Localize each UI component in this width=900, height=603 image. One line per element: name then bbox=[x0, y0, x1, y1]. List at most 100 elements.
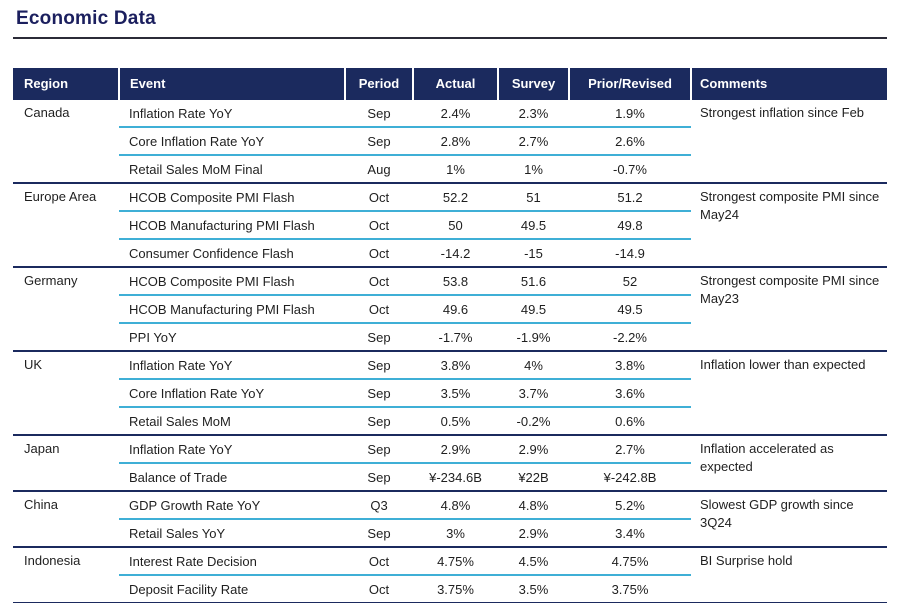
survey-cell: 2.9% bbox=[498, 434, 569, 464]
column-header-prior-revised: Prior/Revised bbox=[568, 68, 691, 99]
table-row: China GDP Growth Rate YoY Q3 4.8% 4.8% 5.2% Sl… bbox=[13, 490, 887, 547]
prior-revised-cell: 3.4% bbox=[615, 525, 645, 541]
table-row: Balance of Trade Sep ¥-234.6B ¥22B ¥-242.8B bbox=[13, 463, 887, 491]
column-header-region: Region bbox=[13, 68, 119, 99]
event-cell: HCOB Composite PMI Flash bbox=[119, 182, 345, 212]
column-header-survey: Survey bbox=[497, 68, 569, 99]
prior-revised-cell: 3.75% bbox=[611, 581, 649, 597]
comment-cell: Inflation accelerated as expected bbox=[691, 434, 887, 491]
comment-cell: Strongest composite PMI since May24 bbox=[691, 182, 887, 267]
event-cell: Deposit Facility Rate bbox=[129, 581, 249, 597]
survey-cell: 2.3% bbox=[498, 98, 569, 128]
actual-cell: 2.9% bbox=[413, 434, 498, 464]
comment-cell: Slowest GDP growth since 3Q24 bbox=[691, 490, 887, 547]
period-cell: Sep bbox=[345, 350, 413, 380]
prior-revised-cell: 1.9% bbox=[569, 98, 691, 128]
prior-revised-cell: 52 bbox=[569, 266, 691, 296]
survey-cell: -1.9% bbox=[516, 329, 551, 345]
period-cell: Sep bbox=[367, 413, 391, 429]
prior-revised-cell: -14.9 bbox=[615, 245, 645, 261]
prior-revised-cell: 49.8 bbox=[569, 211, 691, 240]
period-cell: Oct bbox=[345, 266, 413, 296]
period-cell: Sep bbox=[345, 434, 413, 464]
event-cell: GDP Growth Rate YoY bbox=[119, 490, 345, 520]
actual-cell: 2.4% bbox=[413, 98, 498, 128]
period-cell: Oct bbox=[345, 182, 413, 212]
economic-data-table: Region Event Period Actual Survey Prior/… bbox=[13, 68, 887, 603]
event-cell: Retail Sales MoM Final bbox=[129, 161, 263, 177]
survey-cell: -0.2% bbox=[516, 413, 551, 429]
table-row: Indonesia Interest Rate Decision Oct 4.75% 4… bbox=[13, 546, 887, 603]
event-cell: Inflation Rate YoY bbox=[119, 434, 345, 464]
prior-revised-cell: 4.75% bbox=[569, 546, 691, 576]
period-cell: Oct bbox=[345, 295, 413, 324]
prior-revised-cell: -2.2% bbox=[613, 329, 647, 345]
actual-cell: -1.7% bbox=[438, 329, 473, 345]
table-row: HCOB Manufacturing PMI Flash Oct 49.6 49.5 4… bbox=[13, 295, 887, 324]
period-cell: Sep bbox=[345, 98, 413, 128]
table-row: Consumer Confidence Flash Oct -14.2 -15 -14.… bbox=[13, 239, 887, 267]
actual-cell: 53.8 bbox=[413, 266, 498, 296]
column-header-comments: Comments bbox=[690, 68, 887, 99]
event-cell: Core Inflation Rate YoY bbox=[119, 379, 345, 408]
period-cell: Q3 bbox=[345, 490, 413, 520]
survey-cell: 51.6 bbox=[498, 266, 569, 296]
actual-cell: 0.5% bbox=[440, 413, 471, 429]
survey-cell: 2.7% bbox=[498, 127, 569, 156]
comment-cell: Inflation lower than expected bbox=[691, 350, 887, 435]
prior-revised-cell: 51.2 bbox=[569, 182, 691, 212]
table-row: Canada Inflation Rate YoY Sep 2.4% 2.3% 1.9% S… bbox=[13, 98, 887, 183]
period-cell: Sep bbox=[345, 127, 413, 156]
event-cell: HCOB Manufacturing PMI Flash bbox=[119, 211, 345, 240]
event-cell: Inflation Rate YoY bbox=[119, 350, 345, 380]
table-row: Core Inflation Rate YoY Sep 3.5% 3.7% 3.6% bbox=[13, 379, 887, 408]
prior-revised-cell: 49.5 bbox=[569, 295, 691, 324]
survey-cell: -15 bbox=[524, 245, 543, 261]
prior-revised-cell: ¥-242.8B bbox=[603, 469, 657, 485]
comment-cell: Strongest inflation since Feb bbox=[691, 98, 887, 183]
event-cell: Core Inflation Rate YoY bbox=[119, 127, 345, 156]
actual-cell: 2.8% bbox=[413, 127, 498, 156]
actual-cell: 3.5% bbox=[413, 379, 498, 408]
table-row: PPI YoY Sep -1.7% -1.9% -2.2% bbox=[13, 323, 887, 351]
survey-cell: 4% bbox=[498, 350, 569, 380]
table-row: HCOB Manufacturing PMI Flash Oct 50 49.5 49.… bbox=[13, 211, 887, 240]
actual-cell: 50 bbox=[413, 211, 498, 240]
survey-cell: 4.5% bbox=[498, 546, 569, 576]
region-cell: Japan bbox=[13, 434, 119, 491]
table-header: Region Event Period Actual Survey Prior/… bbox=[13, 68, 887, 99]
table-row: Retail Sales YoY Sep 3% 2.9% 3.4% bbox=[13, 519, 887, 547]
region-cell: Canada bbox=[13, 98, 119, 183]
table-row: Retail Sales MoM Final Aug 1% 1% -0.7% bbox=[13, 155, 887, 183]
event-cell: HCOB Composite PMI Flash bbox=[119, 266, 345, 296]
column-header-actual: Actual bbox=[412, 68, 498, 99]
table-row: Europe Area HCOB Composite PMI Flash Oct 52… bbox=[13, 182, 887, 267]
survey-cell: 2.9% bbox=[518, 525, 549, 541]
prior-revised-cell: 5.2% bbox=[569, 490, 691, 520]
table-row: UK Inflation Rate YoY Sep 3.8% 4% 3.8% Inflati… bbox=[13, 350, 887, 435]
survey-cell: 51 bbox=[498, 182, 569, 212]
page-title: Economic Data bbox=[16, 8, 156, 29]
comment-cell: Strongest composite PMI since May23 bbox=[691, 266, 887, 351]
event-cell: Consumer Confidence Flash bbox=[129, 245, 294, 261]
period-cell: Sep bbox=[367, 329, 391, 345]
actual-cell: -14.2 bbox=[440, 245, 471, 261]
event-cell: Balance of Trade bbox=[129, 469, 228, 485]
actual-cell: 3% bbox=[446, 525, 465, 541]
prior-revised-cell: 0.6% bbox=[615, 413, 645, 429]
event-cell: Retail Sales YoY bbox=[129, 525, 226, 541]
event-cell: Inflation Rate YoY bbox=[119, 98, 345, 128]
region-cell: UK bbox=[13, 350, 119, 435]
survey-cell: 49.5 bbox=[498, 211, 569, 240]
prior-revised-cell: 2.7% bbox=[569, 434, 691, 464]
region-cell: Europe Area bbox=[13, 182, 119, 267]
period-cell: Aug bbox=[367, 161, 391, 177]
event-cell: HCOB Manufacturing PMI Flash bbox=[119, 295, 345, 324]
actual-cell: 3.75% bbox=[437, 581, 474, 597]
survey-cell: 3.5% bbox=[518, 581, 549, 597]
survey-cell: 4.8% bbox=[498, 490, 569, 520]
prior-revised-cell: 3.8% bbox=[569, 350, 691, 380]
prior-revised-cell: 2.6% bbox=[569, 127, 691, 156]
period-cell: Oct bbox=[345, 211, 413, 240]
actual-cell: 52.2 bbox=[413, 182, 498, 212]
